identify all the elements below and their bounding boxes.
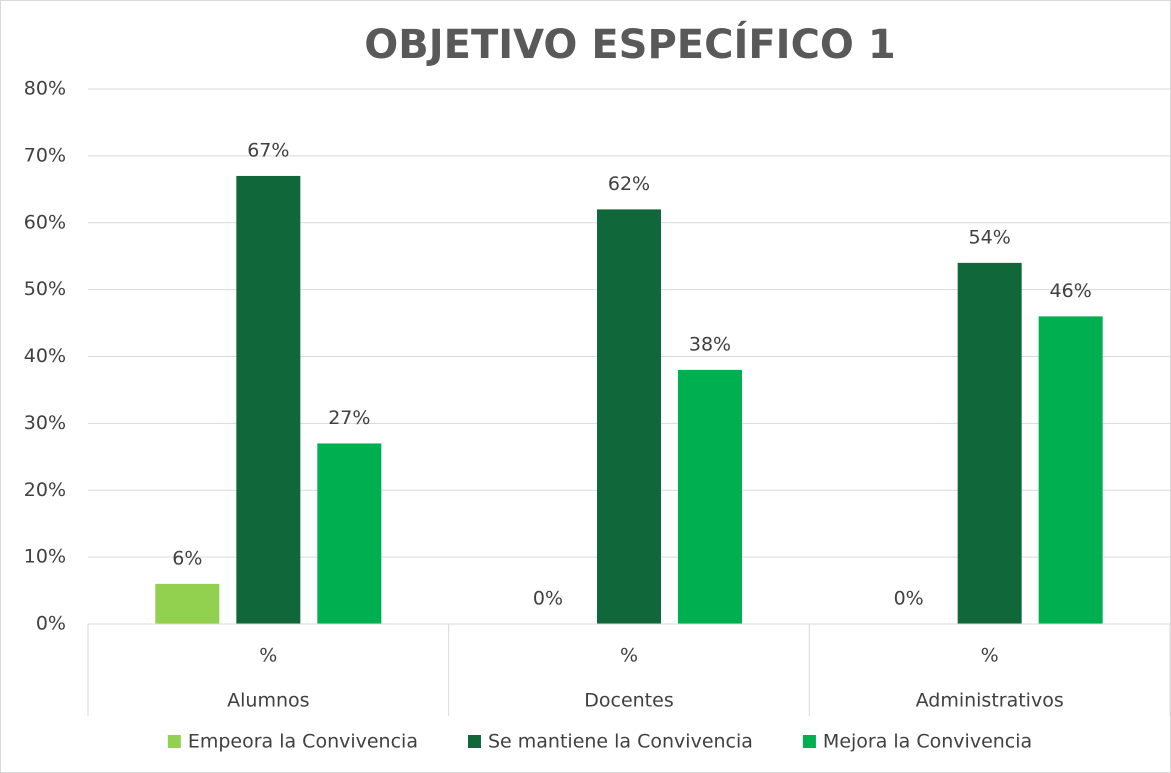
legend-label: Empeora la Convivencia — [188, 731, 418, 753]
x-subcategory-label: % — [620, 645, 638, 667]
legend-label: Mejora la Convivencia — [823, 731, 1032, 753]
bar — [1038, 316, 1103, 624]
data-label: 0% — [894, 588, 924, 610]
data-label: 0% — [533, 588, 563, 610]
y-tick-label: 10% — [24, 546, 66, 568]
y-tick-label: 20% — [24, 479, 66, 501]
x-tick-label: Administrativos — [916, 690, 1064, 712]
x-subcategory-label: % — [981, 645, 999, 667]
y-tick-label: 50% — [24, 278, 66, 300]
data-label: 46% — [1050, 280, 1092, 302]
data-label: 27% — [328, 407, 370, 429]
bar — [678, 369, 742, 624]
y-tick-label: 60% — [24, 211, 66, 233]
y-tick-label: 0% — [36, 613, 66, 635]
x-tick-label: Alumnos — [227, 690, 309, 712]
data-label: 38% — [689, 333, 731, 355]
x-subcategory-label: % — [259, 645, 277, 667]
legend-swatch — [467, 735, 481, 748]
data-label: 6% — [172, 547, 202, 569]
bar — [155, 583, 220, 624]
legend-swatch — [802, 735, 816, 748]
chart-title: OBJETIVO ESPECÍFICO 1 — [364, 20, 895, 68]
bar — [957, 262, 1022, 624]
legend-swatch — [167, 735, 181, 748]
bar — [597, 209, 661, 624]
y-tick-label: 30% — [24, 412, 66, 434]
bar — [236, 175, 301, 624]
legend-label: Se mantiene la Convivencia — [488, 731, 753, 753]
bar — [317, 443, 382, 624]
data-label: 54% — [969, 226, 1011, 248]
data-label: 67% — [247, 139, 289, 161]
y-tick-label: 40% — [24, 345, 66, 367]
x-tick-label: Docentes — [584, 690, 673, 712]
y-tick-label: 70% — [24, 144, 66, 166]
data-label: 62% — [608, 173, 650, 195]
y-tick-label: 80% — [24, 78, 66, 100]
